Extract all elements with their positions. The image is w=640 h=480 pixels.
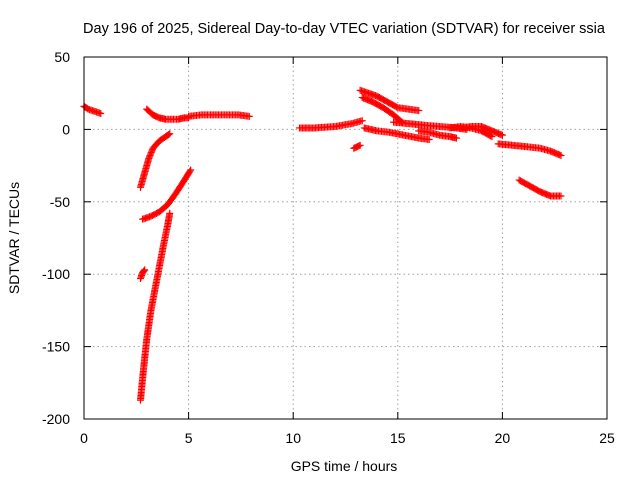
data-point [186,167,194,175]
y-tick-label: -150 [42,339,70,355]
x-tick-label: 20 [495,430,511,446]
x-tick-label: 5 [185,430,193,446]
x-tick-label: 0 [80,430,88,446]
data-point [356,141,364,149]
y-tick-label: -100 [42,266,70,282]
data-point [245,112,253,120]
data-point [97,109,105,117]
data-point [166,130,174,138]
data-point [425,136,433,144]
data-markers [80,86,565,404]
y-tick-label: -50 [50,194,70,210]
x-axis-label: GPS time / hours [291,458,398,474]
y-tick-label: 50 [54,49,70,65]
grid-lines [84,57,607,419]
data-point [557,151,565,159]
data-point [141,266,149,274]
data-point [415,107,423,115]
x-tick-label: 15 [390,430,406,446]
data-point [140,267,148,275]
plot-frame [83,56,608,420]
y-tick-label: -200 [42,411,70,427]
data-point [498,131,506,139]
x-tick-label: 25 [599,430,615,446]
data-point [557,192,565,200]
axis-ticks: 0 5 10 15 20 25 50 0 -50 -100 -150 -200 [42,49,615,446]
data-point [187,166,195,174]
x-tick-label: 10 [285,430,301,446]
chart-title: Day 196 of 2025, Sidereal Day-to-day VTE… [83,21,606,37]
data-point [358,117,366,125]
data-point [165,130,173,138]
y-axis-label: SDTVAR / TECUs [6,182,22,294]
y-tick-label: 0 [62,121,70,137]
data-point [166,209,174,217]
data-point [452,134,460,142]
